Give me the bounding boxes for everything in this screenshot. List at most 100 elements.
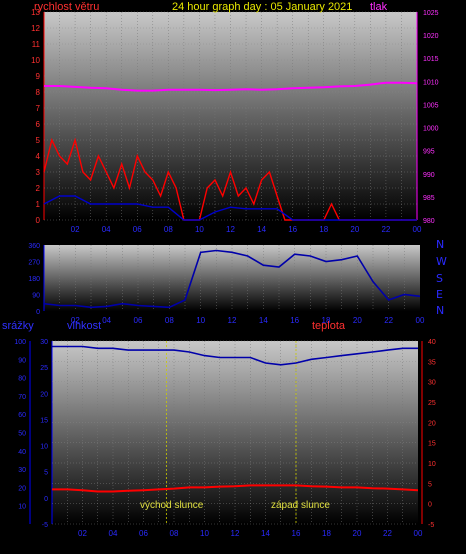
compass-east: E (436, 288, 443, 301)
rain-y-tick: 10 (40, 444, 48, 451)
humidity-label: vlhkost (67, 320, 102, 332)
rain-y-tick: 15 (40, 417, 48, 424)
humidity-x-tick: 08 (170, 529, 179, 538)
wind-plot-area (44, 12, 417, 220)
direction-x-tick: 14 (259, 316, 268, 325)
wind-y-tick: 7 (36, 104, 41, 113)
rain-y-tick: 30 (40, 339, 48, 346)
temperature-y-tick: 30 (428, 380, 436, 387)
temperature-y-tick: 40 (428, 339, 436, 346)
humidity-y-tick: 60 (18, 412, 26, 419)
wind-x-tick: 22 (381, 225, 390, 234)
wind-y-tick: 2 (36, 184, 41, 193)
direction-x-tick: 16 (290, 316, 299, 325)
wind-y-tick: 10 (31, 56, 40, 65)
pressure-y-tick: 990 (423, 172, 435, 179)
direction-x-tick: 08 (165, 316, 174, 325)
humidity-x-tick: 02 (78, 529, 87, 538)
wind-x-tick: 02 (71, 225, 80, 234)
wind-y-tick: 1 (36, 200, 41, 209)
direction-x-tick: 18 (322, 316, 331, 325)
wind-x-tick: 04 (102, 225, 111, 234)
pressure-y-tick: 1010 (423, 79, 439, 86)
direction-x-tick: 04 (102, 316, 111, 325)
temperature-y-tick: 35 (428, 359, 436, 366)
pressure-y-tick: 1000 (423, 126, 439, 133)
direction-y-tick: 360 (28, 243, 40, 250)
pressure-line (44, 81, 418, 92)
humidity-y-tick: 20 (18, 485, 26, 492)
temperature-y-tick: 10 (428, 461, 436, 468)
direction-x-tick: 20 (353, 316, 362, 325)
wind-x-tick: 20 (350, 225, 359, 234)
rain-y-tick: 20 (40, 391, 48, 398)
wind-y-tick: 3 (36, 168, 41, 177)
humidity-x-tick: 04 (109, 529, 118, 538)
humidity-y-tick: 10 (18, 504, 26, 511)
direction-x-tick: 00 (416, 316, 425, 325)
rain-label: srážky (2, 320, 34, 332)
wind-x-tick: 06 (133, 225, 142, 234)
wind-y-tick: 12 (31, 24, 40, 33)
temperature-y-tick: 0 (428, 502, 432, 509)
rain-y-tick: 25 (40, 365, 48, 372)
pressure-y-tick: 985 (423, 195, 435, 202)
humidity-y-tick: 50 (18, 431, 26, 438)
humidity-y-tick: 30 (18, 467, 26, 474)
humidity-temperature-chart: 10 20 30 40 50 60 70 80 90 100 -5 0 5 10 15 20 25 30 -5 0 5 1… (14, 339, 436, 538)
wind-x-tick: 00 (413, 225, 422, 234)
compass-north-top: N (436, 238, 445, 251)
temperature-y-tick: 5 (428, 481, 432, 488)
humidity-x-tick: 00 (414, 529, 423, 538)
wind-pressure-chart: 0123456789101112139809859909951000100510… (31, 8, 439, 234)
compass-north-bottom: N (436, 304, 445, 317)
direction-x-tick: 10 (196, 316, 205, 325)
rain-y-tick: 0 (44, 496, 48, 503)
direction-y-tick: 180 (28, 276, 40, 283)
wind-y-tick: 8 (36, 88, 41, 97)
pressure-y-tick: 1025 (423, 10, 439, 17)
wind-y-tick: 5 (36, 136, 41, 145)
pressure-y-tick: 1020 (423, 33, 439, 40)
rain-y-tick: 5 (44, 470, 48, 477)
temperature-line (52, 484, 419, 493)
direction-x-tick: 12 (228, 316, 237, 325)
wind-average-line (43, 195, 417, 221)
sunrise-label: východ slunce (140, 500, 204, 511)
rain-y-tick: -5 (42, 522, 48, 529)
temperature-label: teplota (312, 320, 346, 332)
temperature-y-tick: 20 (428, 420, 436, 427)
wind-direction-line (43, 249, 421, 309)
humidity-y-tick: 40 (18, 449, 26, 456)
direction-x-tick: 22 (384, 316, 393, 325)
wind-x-tick: 08 (164, 225, 173, 234)
wind-y-tick: 0 (36, 216, 41, 225)
direction-x-tick: 06 (134, 316, 143, 325)
temperature-y-tick: -5 (428, 522, 434, 529)
humidity-x-tick: 18 (322, 529, 331, 538)
direction-y-tick: 0 (36, 309, 40, 316)
wind-x-tick: 16 (288, 225, 297, 234)
wind-y-tick: 11 (32, 40, 41, 49)
compass-west: W (436, 255, 447, 268)
humidity-x-tick: 22 (383, 529, 392, 538)
direction-x-tick: 02 (71, 316, 80, 325)
pressure-y-tick: 1005 (423, 102, 439, 109)
humidity-x-tick: 14 (261, 529, 270, 538)
humidity-line (52, 345, 418, 366)
wind-y-tick: 6 (36, 120, 41, 129)
humidity-x-tick: 16 (292, 529, 301, 538)
direction-y-tick: 90 (32, 293, 40, 300)
humidity-x-tick: 06 (139, 529, 148, 538)
humidity-x-tick: 10 (200, 529, 209, 538)
humidity-x-tick: 20 (353, 529, 362, 538)
humidity-y-tick: 100 (14, 339, 26, 346)
pressure-y-tick: 980 (423, 218, 435, 225)
humidity-y-tick: 80 (18, 376, 26, 383)
wind-x-tick: 14 (257, 225, 266, 234)
humidity-x-tick: 12 (231, 529, 240, 538)
wind-speed-label: rychlost větru (34, 1, 100, 13)
wind-x-tick: 12 (226, 225, 235, 234)
wind-x-tick: 18 (319, 225, 328, 234)
